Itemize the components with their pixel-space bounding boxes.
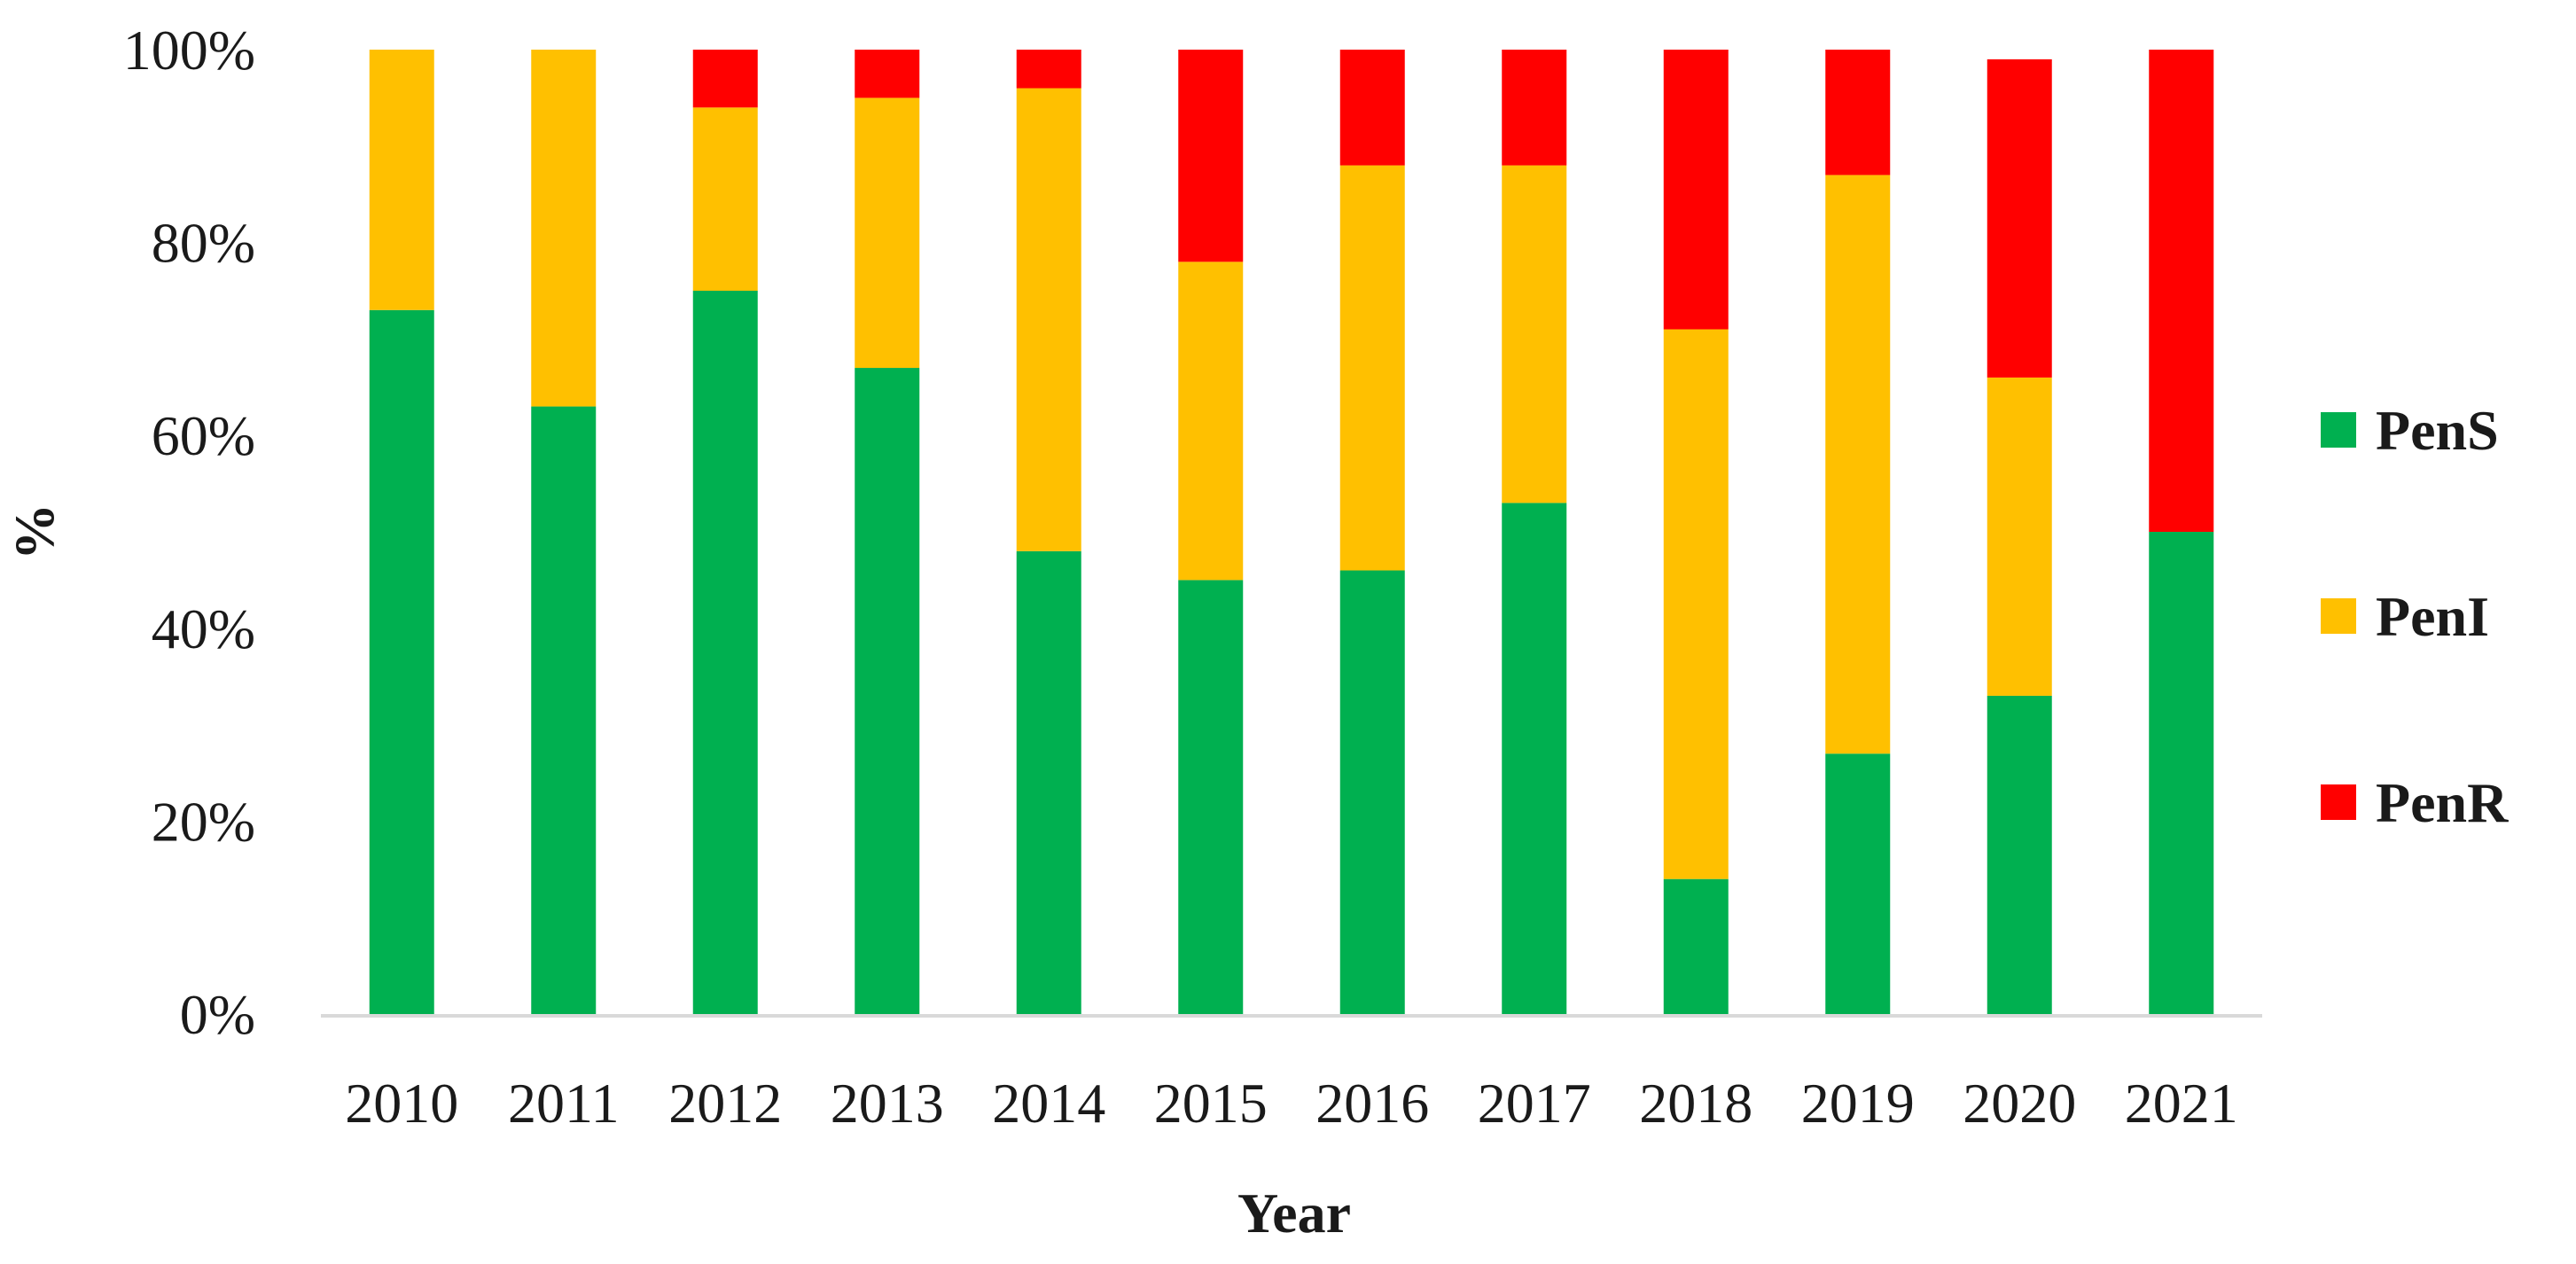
- x-tick-label: 2019: [1801, 1072, 1915, 1135]
- bar-pens-2010: [369, 309, 434, 1014]
- bar-pens-2013: [855, 368, 920, 1014]
- x-tick-label: 2015: [1154, 1072, 1268, 1135]
- bar-penr-2013: [855, 50, 920, 98]
- legend-label-peni: PenI: [2376, 585, 2489, 648]
- y-axis-title: %: [3, 503, 66, 560]
- bar-penr-2020: [1987, 59, 2052, 378]
- y-tick-label: 80%: [152, 212, 255, 275]
- y-tick-label: 100%: [123, 19, 255, 82]
- x-tick-label: 2018: [1639, 1072, 1752, 1135]
- bar-penr-2019: [1825, 50, 1891, 176]
- bar-penr-2021: [2149, 50, 2214, 532]
- bar-pens-2021: [2149, 532, 2214, 1014]
- legend-label-penr: PenR: [2376, 771, 2509, 834]
- bar-pens-2018: [1663, 878, 1729, 1014]
- bar-peni-2018: [1663, 329, 1729, 879]
- bar-pens-2014: [1016, 550, 1081, 1014]
- x-tick-label: 2012: [668, 1072, 782, 1135]
- y-tick-label: 40%: [152, 597, 255, 660]
- bar-peni-2010: [369, 50, 434, 310]
- bar-peni-2012: [692, 107, 758, 291]
- y-tick-label: 20%: [152, 790, 255, 853]
- y-tick-labels: 0% 20% 40% 60% 80% 100%: [123, 19, 255, 1046]
- bar-penr-2012: [692, 50, 758, 108]
- x-tick-label: 2017: [1478, 1072, 1591, 1135]
- bar-peni-2015: [1178, 261, 1244, 581]
- bar-pens-2011: [531, 406, 597, 1014]
- x-axis-title: Year: [1237, 1182, 1351, 1244]
- legend-swatch-peni: [2321, 598, 2356, 634]
- bar-peni-2016: [1339, 165, 1405, 571]
- x-tick-label: 2016: [1315, 1072, 1429, 1135]
- bar-peni-2014: [1016, 88, 1081, 551]
- bar-peni-2011: [531, 50, 597, 407]
- bar-pens-2017: [1502, 503, 1567, 1014]
- x-tick-label: 2020: [1963, 1072, 2076, 1135]
- bar-pens-2016: [1339, 570, 1405, 1014]
- bar-peni-2013: [855, 98, 920, 369]
- bar-penr-2017: [1502, 50, 1567, 166]
- bar-penr-2014: [1016, 50, 1081, 89]
- legend-swatch-pens: [2321, 412, 2356, 448]
- bar-pens-2020: [1987, 695, 2052, 1014]
- bar-penr-2018: [1663, 50, 1729, 330]
- y-tick-label: 0%: [180, 983, 255, 1046]
- bar-peni-2017: [1502, 165, 1567, 503]
- x-tick-labels: 2010 2011 2012 2013 2014 2015 2016 2017 2018 2019…: [345, 1072, 2238, 1135]
- bar-pens-2019: [1825, 753, 1891, 1014]
- bar-peni-2020: [1987, 377, 2052, 696]
- bar-penr-2016: [1339, 50, 1405, 166]
- bar-pens-2015: [1178, 580, 1244, 1014]
- y-tick-label: 60%: [152, 404, 255, 467]
- legend: PenS PenI PenR: [2321, 399, 2509, 834]
- x-tick-label: 2010: [345, 1072, 458, 1135]
- x-tick-label: 2021: [2125, 1072, 2238, 1135]
- legend-label-pens: PenS: [2376, 399, 2499, 462]
- x-tick-label: 2013: [831, 1072, 944, 1135]
- bars-group: [369, 50, 2214, 1014]
- bar-pens-2012: [692, 291, 758, 1014]
- bar-penr-2015: [1178, 50, 1244, 262]
- bar-peni-2019: [1825, 175, 1891, 754]
- x-tick-label: 2011: [508, 1072, 620, 1135]
- x-tick-label: 2014: [992, 1072, 1105, 1135]
- legend-swatch-penr: [2321, 784, 2356, 820]
